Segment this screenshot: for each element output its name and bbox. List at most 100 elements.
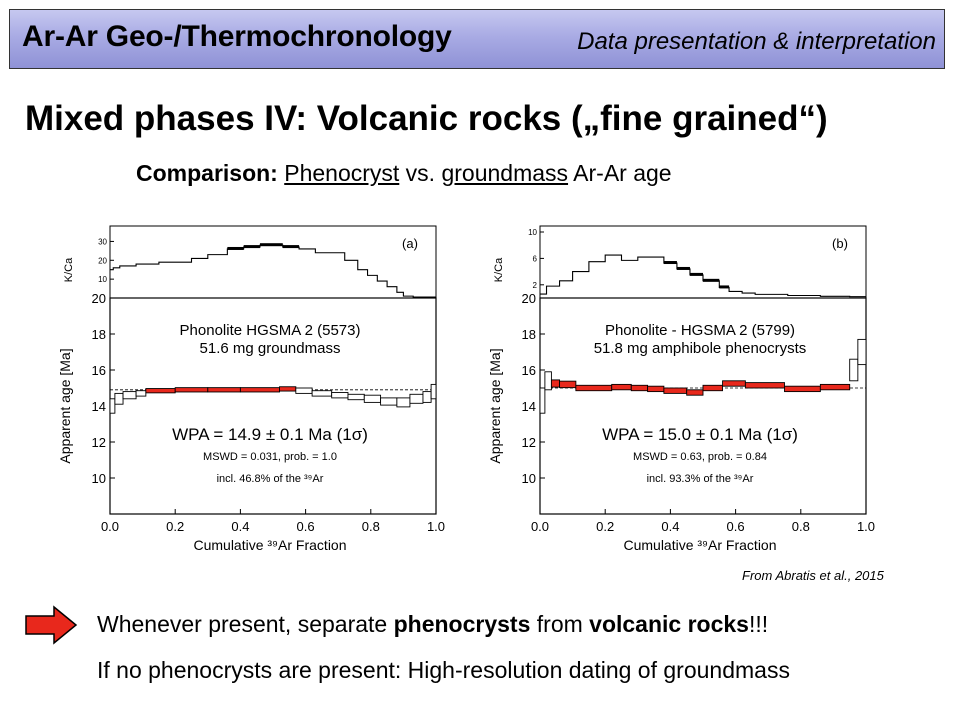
age-step xyxy=(295,387,313,394)
kca-tick-label: 2 xyxy=(533,281,538,290)
bullet1-exclaim: !!! xyxy=(748,611,769,637)
age-tick-label: 14 xyxy=(522,399,536,414)
kca-tick-label: 6 xyxy=(533,254,538,263)
age-step xyxy=(409,393,424,404)
age-step xyxy=(544,371,552,391)
red-arrow-icon xyxy=(24,605,79,650)
source-citation: From Abratis et al., 2015 xyxy=(742,568,884,583)
comparison-groundmass: groundmass xyxy=(441,160,569,186)
age-tick-label: 10 xyxy=(92,471,106,486)
age-tick-label: 14 xyxy=(92,399,106,414)
age-step xyxy=(109,398,116,414)
x-tick-label: 0.6 xyxy=(297,519,315,534)
bullet1-part1: Whenever present, separate xyxy=(97,611,394,637)
age-step xyxy=(311,390,333,397)
plateau-step xyxy=(239,387,280,393)
x-tick-label: 1.0 xyxy=(427,519,445,534)
x-tick-label: 0.6 xyxy=(727,519,745,534)
x-tick-label: 0.8 xyxy=(362,519,380,534)
age-tick-label: 18 xyxy=(522,327,536,342)
kca-step-line xyxy=(110,244,436,298)
incl-text: incl. 93.3% of the ³⁹Ar xyxy=(647,473,754,485)
kca-step-bar xyxy=(282,245,300,249)
kca-step-bar xyxy=(243,245,260,249)
x-tick-label: 0.4 xyxy=(231,519,249,534)
age-step xyxy=(849,358,859,382)
x-tick-label: 1.0 xyxy=(857,519,875,534)
header-subtitle: Data presentation & interpretation xyxy=(577,28,936,55)
age-tick-label: 12 xyxy=(522,435,536,450)
chart-b-phenocrysts: 2 6 10 K/Ca (b) 10 12 14 16 18 20 0.0 0.2 0.4 0.6 0.8 1.… xyxy=(480,210,890,555)
bullet-separate-phenocrysts: Whenever present, separate phenocrysts f… xyxy=(97,611,768,638)
age-step xyxy=(380,397,398,406)
plateau-step xyxy=(575,384,613,392)
kca-tick-label: 10 xyxy=(98,275,107,284)
x-tick-label: 0.2 xyxy=(596,519,614,534)
plateau-step xyxy=(744,382,785,389)
plateau-step xyxy=(784,385,821,393)
age-step xyxy=(331,392,349,399)
plateau-step xyxy=(722,380,746,387)
bullet1-volcanic-rocks: volcanic rocks xyxy=(589,611,749,637)
comparison-line: Comparison: Phenocryst vs. groundmass Ar… xyxy=(136,160,672,187)
sample-name: Phonolite - HGSMA 2 (5799) xyxy=(605,322,795,339)
age-tick-label: 20 xyxy=(92,291,106,306)
chart-a-svg: 10 20 30 K/Ca (a) 10 12 14 16 18 20 0.0 0.2 0.4 0.6 0.8… xyxy=(57,225,445,553)
comparison-vs: vs. xyxy=(399,160,442,186)
x-tick-label: 0.4 xyxy=(661,519,679,534)
sample-description: 51.8 mg amphibole phenocrysts xyxy=(594,340,807,357)
kca-tick-label: 20 xyxy=(98,256,107,265)
plateau-step xyxy=(611,383,632,391)
age-step xyxy=(347,393,365,401)
sample-description: 51.6 mg groundmass xyxy=(200,340,341,357)
age-tick-label: 18 xyxy=(92,327,106,342)
kca-step-bar xyxy=(703,278,720,282)
plateau-step xyxy=(207,387,241,393)
age-step xyxy=(114,392,124,405)
plateau-step xyxy=(550,379,561,388)
kca-axis-label: K/Ca xyxy=(63,257,75,282)
plateau-step xyxy=(279,386,297,392)
age-tick-label: 10 xyxy=(522,471,536,486)
age-tick-label: 12 xyxy=(92,435,106,450)
chart-b-svg: 2 6 10 K/Ca (b) 10 12 14 16 18 20 0.0 0.2 0.4 0.6 0.8 1.… xyxy=(487,225,875,553)
age-step xyxy=(857,338,867,366)
bullet1-phenocrysts: phenocrysts xyxy=(393,611,531,637)
sample-name: Phonolite HGSMA 2 (5573) xyxy=(180,322,361,339)
x-axis-label: Cumulative ³⁹Ar Fraction xyxy=(623,537,776,553)
plateau-step xyxy=(145,388,176,394)
bullet-groundmass-dating: If no phenocrysts are present: High-reso… xyxy=(97,657,790,683)
plateau-step xyxy=(702,384,724,392)
incl-text: incl. 46.8% of the ³⁹Ar xyxy=(217,473,324,485)
kca-step-bar xyxy=(259,243,283,247)
age-step xyxy=(422,391,432,403)
age-tick-label: 16 xyxy=(92,363,106,378)
x-tick-label: 0.0 xyxy=(101,519,119,534)
x-tick-label: 0.0 xyxy=(531,519,549,534)
kca-step-bar xyxy=(663,261,677,265)
plateau-step xyxy=(559,380,577,389)
plateau-step xyxy=(819,383,851,391)
age-step xyxy=(396,397,411,408)
plateau-step xyxy=(174,387,209,393)
wpa-result: WPA = 14.9 ± 0.1 Ma (1σ) xyxy=(172,425,368,444)
wpa-result: WPA = 15.0 ± 0.1 Ma (1σ) xyxy=(602,425,798,444)
age-step xyxy=(539,387,546,414)
plateau-step xyxy=(630,384,649,392)
kca-step-bar xyxy=(719,285,730,289)
x-tick-label: 0.2 xyxy=(166,519,184,534)
y-axis-label: Apparent age [Ma] xyxy=(57,348,73,463)
panel-label: (a) xyxy=(402,236,418,251)
plateau-step xyxy=(663,387,688,394)
mswd-text: MSWD = 0.031, prob. = 1.0 xyxy=(203,451,337,463)
x-tick-label: 0.8 xyxy=(792,519,810,534)
age-step xyxy=(363,394,382,403)
age-step xyxy=(122,391,137,400)
kca-tick-label: 30 xyxy=(98,237,107,246)
kca-tick-label: 10 xyxy=(528,228,537,237)
kca-step-bar xyxy=(227,246,244,250)
header-title: Ar-Ar Geo-/Thermochronology xyxy=(22,20,452,53)
y-axis-label: Apparent age [Ma] xyxy=(487,348,503,463)
x-axis-label: Cumulative ³⁹Ar Fraction xyxy=(193,537,346,553)
kca-step-bar xyxy=(689,272,703,276)
